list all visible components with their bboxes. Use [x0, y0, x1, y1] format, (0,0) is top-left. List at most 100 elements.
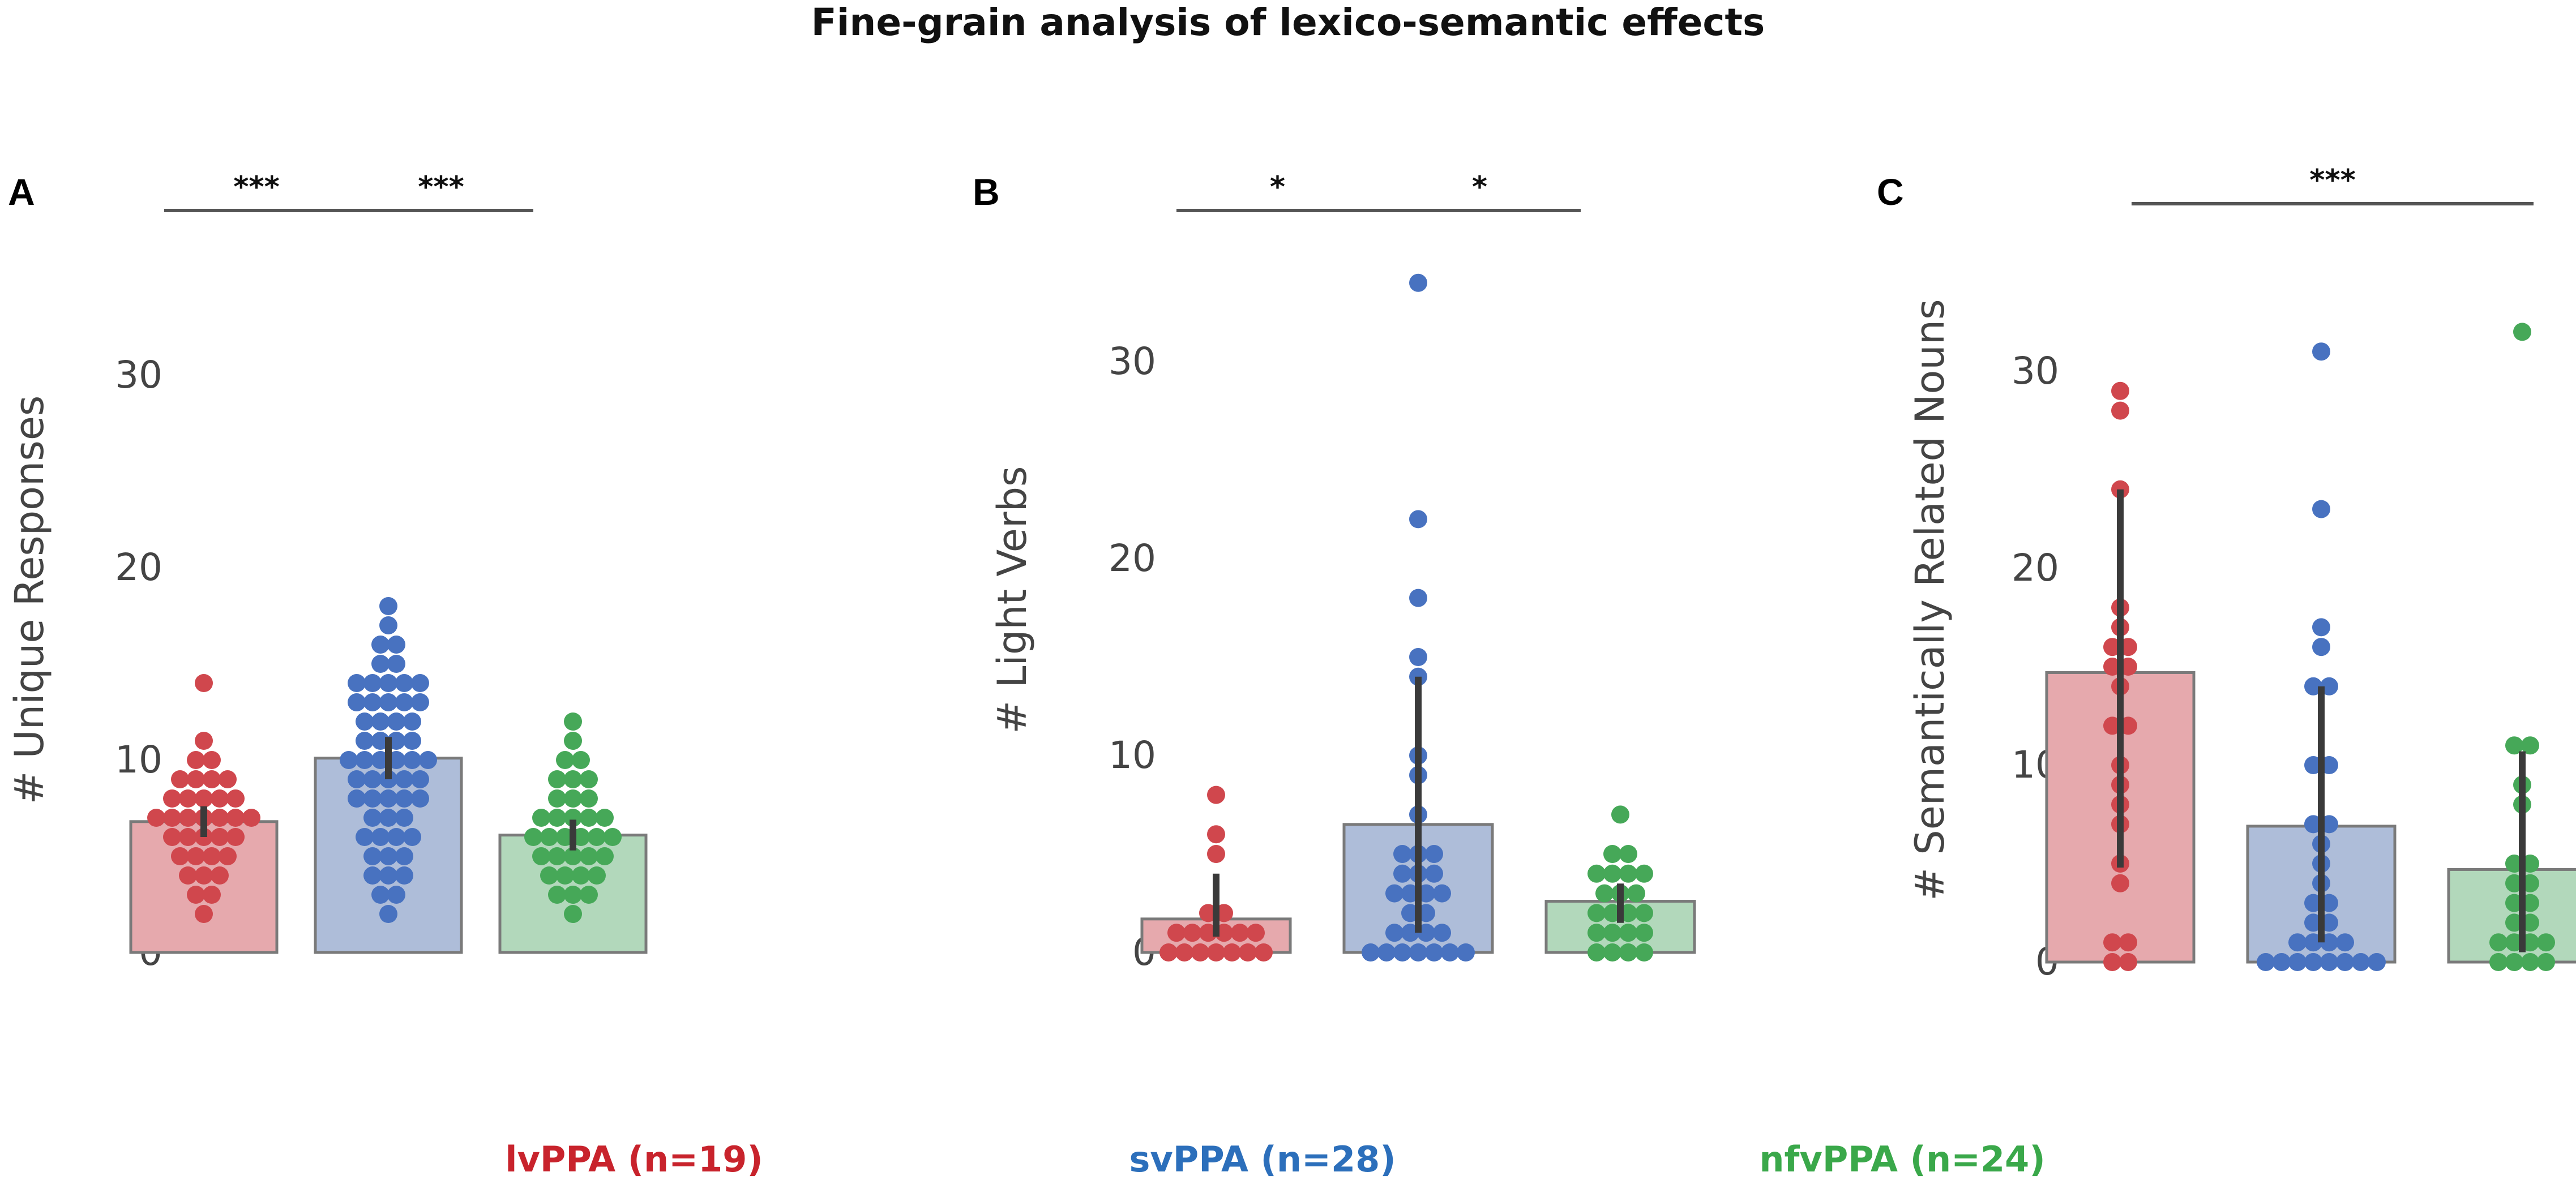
point-svPPA	[395, 693, 413, 711]
point-svPPA	[379, 674, 397, 692]
y-tick-label: 10	[115, 738, 162, 782]
point-svPPA	[356, 732, 374, 750]
y-tick-label: 30	[2012, 349, 2059, 393]
point-lvPPA	[1223, 943, 1241, 961]
point-svPPA	[379, 616, 397, 634]
point-svPPA	[1377, 943, 1396, 961]
point-nfvPPA	[548, 770, 566, 788]
point-nfvPPA	[2505, 736, 2523, 755]
point-svPPA	[2304, 953, 2322, 971]
point-lvPPA	[1255, 943, 1273, 961]
point-nfvPPA	[532, 809, 550, 827]
point-svPPA	[2288, 953, 2307, 971]
panels: A# Unique Responses0102030******B# Light…	[6, 164, 2576, 984]
point-svPPA	[1441, 943, 1459, 961]
point-lvPPA	[171, 770, 189, 788]
point-svPPA	[403, 828, 421, 846]
point-lvPPA	[203, 847, 221, 865]
point-lvPPA	[187, 770, 205, 788]
panel-a: A# Unique Responses0102030******	[6, 170, 648, 974]
point-svPPA	[348, 770, 366, 788]
point-nfvPPA	[580, 770, 598, 788]
point-lvPPA	[1191, 943, 1209, 961]
point-lvPPA	[163, 809, 181, 827]
point-svPPA	[387, 655, 405, 673]
point-svPPA	[363, 809, 382, 827]
point-nfvPPA	[1603, 864, 1621, 883]
point-lvPPA	[203, 886, 221, 904]
point-lvPPA	[1207, 825, 1225, 844]
point-svPPA	[387, 636, 405, 654]
point-svPPA	[363, 693, 382, 711]
point-svPPA	[395, 674, 413, 692]
point-svPPA	[356, 712, 374, 731]
point-svPPA	[1433, 884, 1451, 903]
point-svPPA	[395, 847, 413, 865]
point-nfvPPA	[604, 828, 622, 846]
point-svPPA	[1393, 943, 1411, 961]
point-lvPPA	[187, 847, 205, 865]
point-svPPA	[2312, 638, 2330, 656]
point-nfvPPA	[2505, 953, 2523, 971]
point-lvPPA	[203, 751, 221, 769]
point-lvPPA	[147, 809, 165, 827]
point-lvPPA	[219, 847, 237, 865]
point-svPPA	[2352, 953, 2370, 971]
significance-label: *	[1472, 170, 1487, 204]
point-lvPPA	[2111, 401, 2129, 420]
point-nfvPPA	[2521, 736, 2539, 755]
point-svPPA	[2320, 953, 2338, 971]
point-lvPPA	[211, 828, 229, 846]
point-svPPA	[395, 866, 413, 885]
point-svPPA	[411, 674, 429, 692]
point-svPPA	[403, 732, 421, 750]
point-lvPPA	[242, 809, 260, 827]
point-lvPPA	[2111, 381, 2129, 400]
point-nfvPPA	[1619, 924, 1637, 942]
point-lvPPA	[2119, 953, 2137, 971]
point-nfvPPA	[588, 866, 606, 885]
point-svPPA	[395, 789, 413, 808]
point-svPPA	[379, 597, 397, 615]
panel-letter: B	[973, 171, 1000, 213]
point-nfvPPA	[1595, 884, 1614, 903]
point-nfvPPA	[1635, 924, 1653, 942]
point-svPPA	[356, 751, 374, 769]
point-lvPPA	[226, 809, 245, 827]
point-nfvPPA	[524, 828, 542, 846]
point-nfvPPA	[564, 732, 582, 750]
panel-c: C# Semantically Related Nouns0102030***	[1877, 164, 2576, 984]
point-svPPA	[411, 770, 429, 788]
point-svPPA	[2312, 342, 2330, 361]
point-nfvPPA	[1627, 884, 1645, 903]
point-svPPA	[1393, 845, 1411, 863]
point-svPPA	[403, 751, 421, 769]
y-axis-label: # Semantically Related Nouns	[1907, 299, 1953, 900]
point-lvPPA	[187, 751, 205, 769]
significance-label: ***	[418, 170, 464, 204]
point-svPPA	[419, 751, 437, 769]
point-nfvPPA	[564, 770, 582, 788]
point-nfvPPA	[532, 847, 550, 865]
point-lvPPA	[179, 789, 197, 808]
point-nfvPPA	[2537, 933, 2555, 952]
point-nfvPPA	[1603, 924, 1621, 942]
point-svPPA	[1409, 273, 1427, 292]
point-nfvPPA	[564, 847, 582, 865]
point-nfvPPA	[540, 828, 558, 846]
point-svPPA	[1393, 864, 1411, 883]
point-svPPA	[363, 770, 382, 788]
point-lvPPA	[219, 770, 237, 788]
point-lvPPA	[1175, 943, 1193, 961]
point-svPPA	[2336, 953, 2354, 971]
point-svPPA	[2368, 953, 2386, 971]
legend: lvPPA (n=19) svPPA (n=28) nfvPPA (n=24)	[505, 1139, 2045, 1180]
point-svPPA	[371, 636, 390, 654]
point-lvPPA	[1207, 785, 1225, 804]
point-nfvPPA	[564, 905, 582, 923]
point-svPPA	[2288, 933, 2307, 952]
point-svPPA	[395, 770, 413, 788]
point-nfvPPA	[564, 789, 582, 808]
point-lvPPA	[2103, 953, 2121, 971]
